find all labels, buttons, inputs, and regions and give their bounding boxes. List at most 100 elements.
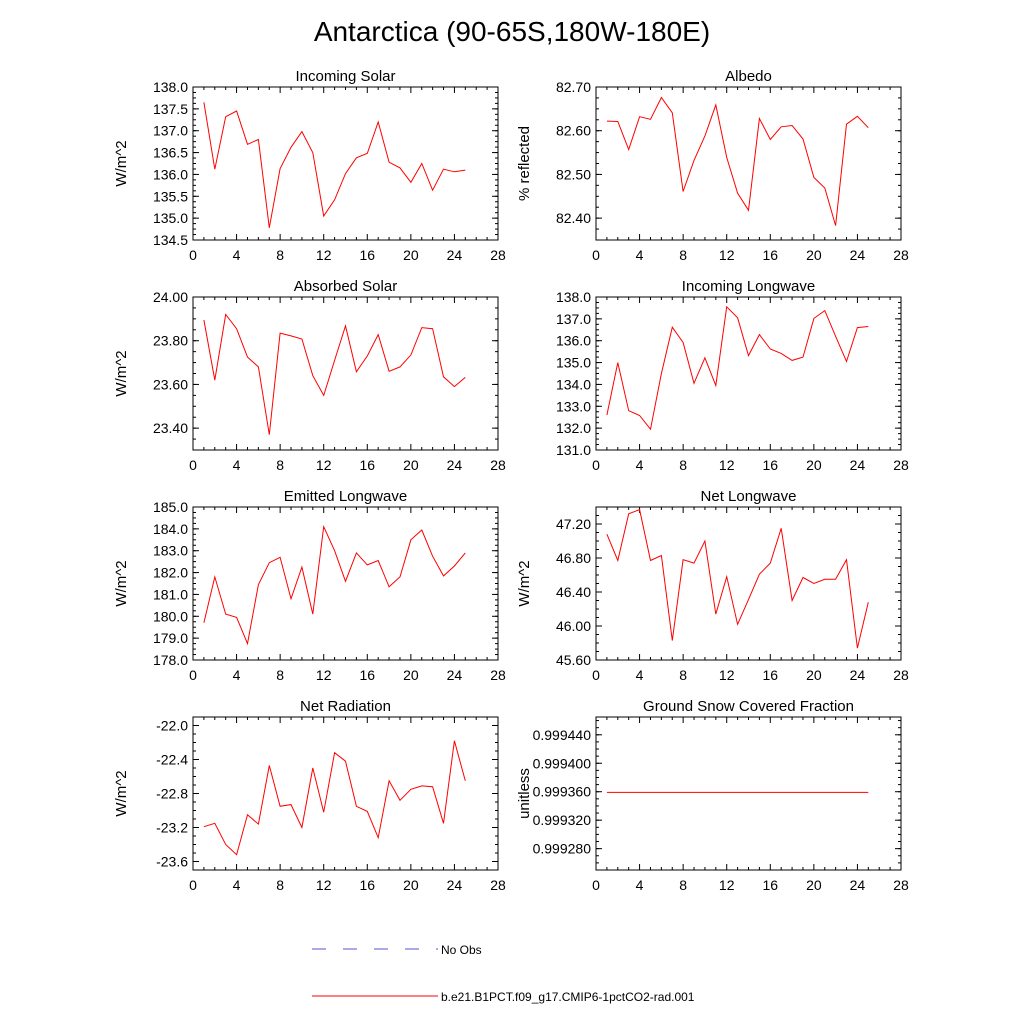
y-tick-label: 136.0 (153, 166, 188, 182)
x-tick-label: 4 (636, 247, 644, 263)
y-tick-label: 0.999440 (533, 727, 592, 743)
x-tick-label: 24 (850, 247, 866, 263)
y-tick-label: 134.5 (153, 232, 188, 248)
legend: No Obs b.e21.B1PCT.f09_g17.CMIP6-1pctCO2… (312, 943, 695, 1004)
series-line-0 (203, 524, 466, 646)
plot-frame (595, 506, 902, 661)
panel-3: Incoming Longwave 0 4 8 12 16 20 24 28 131.0 132.0… (556, 278, 909, 473)
legend-model-label: b.e21.B1PCT.f09_g17.CMIP6-1pctCO2-rad.00… (441, 990, 695, 1004)
x-tick-label: 8 (679, 877, 687, 893)
plot-frame (595, 716, 902, 871)
x-tick-label: 0 (189, 877, 197, 893)
x-tick-label: 20 (403, 877, 419, 893)
y-tick-label: 137.0 (153, 123, 188, 139)
y-tick-label: 134.0 (556, 376, 591, 392)
x-tick-label: 16 (359, 457, 375, 473)
y-axis-label: W/m^2 (113, 140, 130, 186)
x-tick-label: 20 (403, 457, 419, 473)
panel-4: Emitted Longwave 0 4 8 12 16 20 24 28 178.0 179.0 1… (113, 488, 506, 683)
panel-2: Absorbed Solar 0 4 8 12 16 20 24 28 23.40 23.60 23.… (113, 278, 506, 473)
x-tick-label: 4 (233, 877, 241, 893)
y-axis-label: unitless (516, 768, 533, 819)
y-tick-label: 0.999280 (533, 841, 592, 857)
x-tick-label: 4 (233, 667, 241, 683)
y-tick-label: 23.80 (153, 333, 188, 349)
y-tick-label: 46.40 (556, 584, 591, 600)
y-tick-label: 136.5 (153, 145, 188, 161)
panel-5: Net Longwave 0 4 8 12 16 20 24 28 45.60 46.00 46.40… (516, 488, 909, 683)
plot-frame (192, 86, 499, 241)
figure-title: Antarctica (90-65S,180W-180E) (314, 16, 710, 47)
x-tick-label: 20 (806, 667, 822, 683)
x-tick-label: 4 (233, 457, 241, 473)
x-tick-label: 24 (447, 457, 463, 473)
y-tick-label: 45.60 (556, 652, 591, 668)
y-tick-label: 133.0 (556, 398, 591, 414)
x-tick-label: 28 (490, 877, 506, 893)
y-tick-label: 184.0 (153, 521, 188, 537)
x-tick-label: 20 (403, 667, 419, 683)
series-line-0 (606, 508, 869, 649)
x-tick-label: 4 (636, 667, 644, 683)
x-tick-label: 16 (762, 667, 778, 683)
plot-frame (192, 506, 499, 661)
y-tick-label: 47.20 (556, 516, 591, 532)
x-tick-label: 16 (359, 877, 375, 893)
x-tick-label: 8 (679, 667, 687, 683)
y-tick-label: 179.0 (153, 630, 188, 646)
x-tick-label: 16 (359, 247, 375, 263)
y-axis-label: W/m^2 (516, 560, 533, 606)
x-tick-label: 20 (806, 247, 822, 263)
plot-frame (192, 296, 499, 451)
y-tick-label: -23.2 (156, 820, 188, 836)
y-tick-label: -22.8 (156, 786, 188, 802)
x-tick-label: 28 (893, 457, 909, 473)
x-tick-label: 8 (276, 247, 284, 263)
x-tick-label: 12 (316, 457, 332, 473)
x-tick-label: 24 (447, 247, 463, 263)
y-tick-label: 138.0 (556, 289, 591, 305)
x-tick-label: 4 (636, 457, 644, 473)
x-tick-label: 4 (636, 877, 644, 893)
y-tick-label: 23.40 (153, 420, 188, 436)
x-tick-label: 16 (359, 667, 375, 683)
x-tick-label: 12 (719, 457, 735, 473)
x-tick-label: 0 (189, 667, 197, 683)
x-tick-label: 8 (679, 247, 687, 263)
panel-grid: Incoming Solar 0 4 8 12 16 20 24 28 134.5 135.0 135… (113, 68, 909, 893)
series-line-0 (203, 313, 466, 435)
y-tick-label: 46.00 (556, 618, 591, 634)
plot-frame (595, 86, 902, 241)
series-line-0 (203, 102, 466, 228)
x-tick-label: 28 (893, 877, 909, 893)
y-tick-label: 137.5 (153, 101, 188, 117)
x-tick-label: 0 (592, 457, 600, 473)
y-tick-label: 82.60 (556, 123, 591, 139)
panel-7: Ground Snow Covered Fraction 0 4 8 12 16 20 24 2… (516, 698, 909, 893)
x-tick-label: 28 (893, 247, 909, 263)
y-tick-label: 46.80 (556, 550, 591, 566)
panel-title: Incoming Solar (295, 68, 395, 85)
x-tick-label: 8 (679, 457, 687, 473)
y-axis-label: W/m^2 (113, 560, 130, 606)
y-tick-label: 138.0 (153, 79, 188, 95)
y-tick-label: 0.999400 (533, 755, 592, 771)
y-axis-label: W/m^2 (113, 350, 130, 396)
x-tick-label: 16 (762, 247, 778, 263)
x-tick-label: 0 (189, 247, 197, 263)
series-line-0 (203, 740, 466, 856)
x-tick-label: 20 (806, 877, 822, 893)
x-tick-label: 12 (316, 877, 332, 893)
x-tick-label: 24 (850, 667, 866, 683)
series-line-0 (606, 96, 869, 226)
y-tick-label: 135.0 (153, 210, 188, 226)
y-tick-label: 135.5 (153, 188, 188, 204)
panel-1: Albedo 0 4 8 12 16 20 24 28 82.40 82.50 82.60 82.70%… (516, 68, 909, 263)
panel-title: Net Longwave (701, 488, 797, 505)
y-tick-label: 82.70 (556, 79, 591, 95)
x-tick-label: 28 (490, 457, 506, 473)
y-tick-label: 0.999320 (533, 812, 592, 828)
y-tick-label: 181.0 (153, 586, 188, 602)
x-tick-label: 8 (276, 667, 284, 683)
